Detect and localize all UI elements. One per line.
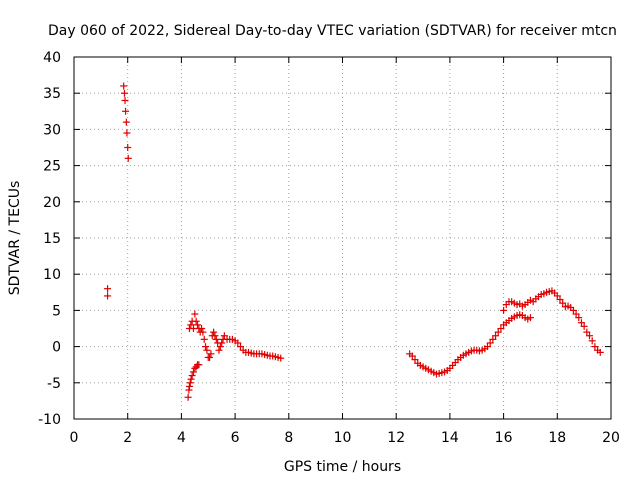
y-tick-label: 30 [43,122,61,138]
y-axis-label: SDTVAR / TECUs [7,181,23,296]
data-point [575,314,583,322]
data-point [492,332,500,340]
data-point [202,343,210,351]
data-point [553,292,561,300]
data-point [123,129,131,137]
data-point [184,393,192,401]
data-point [199,328,207,336]
data-point [216,343,224,351]
x-tick-label: 14 [441,430,459,446]
data-point [206,353,214,361]
data-point [577,319,585,327]
data-point [212,335,220,343]
data-point [188,372,196,380]
data-point [596,348,604,356]
x-tick-label: 6 [231,430,240,446]
y-tick-label: 20 [43,195,61,211]
data-point [234,339,242,347]
x-tick-label: 8 [284,430,293,446]
data-point [185,382,193,390]
data-point [120,82,128,90]
data-point [191,310,199,318]
data-point [215,346,223,354]
data-point [120,89,128,97]
data-point [218,339,226,347]
y-tick-label: 25 [43,159,61,175]
y-tick-label: -5 [47,376,61,392]
data-point [203,346,211,354]
data-point [588,337,596,345]
data-point [194,321,202,329]
grid-lines [74,57,611,419]
data-point [200,335,208,343]
data-point [186,379,194,387]
data-point [580,322,588,330]
data-point [526,314,534,322]
axis-ticks [73,56,612,420]
x-tick-label: 4 [177,430,186,446]
data-point [494,328,502,336]
data-point [583,328,591,336]
data-point [195,361,203,369]
data-point [483,343,491,351]
data-point [124,154,132,162]
data-point [569,306,577,314]
data-point [586,332,594,340]
data-point [572,310,580,318]
y-tick-label: 15 [43,231,61,247]
data-point [411,356,419,364]
data-point [121,96,129,104]
data-point [211,332,219,340]
data-point [210,328,218,336]
x-tick-label: 16 [495,430,513,446]
y-tick-labels: -10 -5 0 5 10 15 20 25 30 35 40 [38,50,61,428]
y-tick-label: 40 [43,50,61,66]
data-point [220,332,228,340]
data-point [192,317,200,325]
x-tick-label: 20 [602,430,620,446]
x-axis-label: GPS time / hours [284,459,401,475]
data-point [591,343,599,351]
data-point [277,354,285,362]
data-point [408,352,416,360]
data-point [124,144,132,151]
data-point [104,292,112,300]
data-point [122,118,130,126]
data-point [500,306,508,314]
data-point [104,285,112,293]
y-tick-label: 35 [43,86,61,102]
data-point [236,343,244,351]
y-tick-label: 5 [52,303,61,319]
data-point [556,296,564,304]
data-point [122,107,130,115]
data-point [497,325,505,332]
data-point [187,321,195,329]
chart-title: Day 060 of 2022, Sidereal Day-to-day VTE… [48,23,617,39]
x-tick-label: 2 [123,430,132,446]
y-tick-label: 10 [43,267,61,283]
data-point [187,375,195,383]
data-point [189,368,197,376]
x-tick-labels: 0 2 4 6 8 10 12 14 16 18 20 [70,430,620,446]
data-point [559,299,567,307]
x-tick-label: 12 [387,430,405,446]
data-point [191,364,199,372]
y-tick-label: -10 [38,412,61,428]
x-tick-label: 10 [334,430,352,446]
data-point [489,335,497,343]
x-tick-label: 18 [548,430,566,446]
data-point [198,325,206,332]
y-tick-label: 0 [52,340,61,356]
data-point [207,350,215,358]
data-points [104,82,604,401]
x-tick-label: 0 [70,430,79,446]
data-point [486,339,494,347]
